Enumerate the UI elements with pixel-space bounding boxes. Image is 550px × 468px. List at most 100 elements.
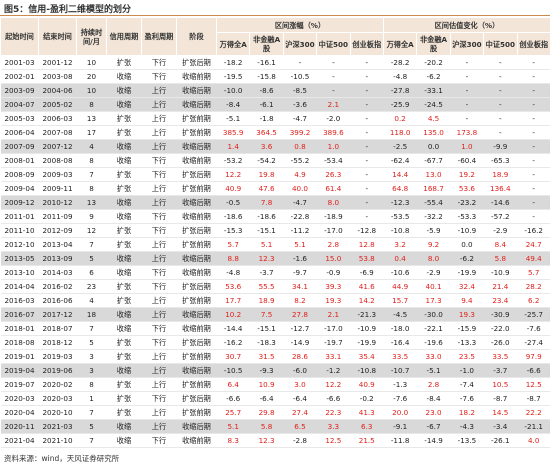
table-cell: 1.4 [216,139,250,154]
table-cell: - [350,209,384,224]
table-cell: -53.2 [216,153,250,168]
table-cell: 2007-12 [38,139,77,154]
table-cell: 26.3 [316,167,351,182]
table-cell: -6.6 [517,363,550,378]
table-cell: 2011-09 [38,209,77,224]
table-cell: 收缩 [106,153,142,168]
table-cell: 10.5 [483,377,518,392]
table-cell: 1.0 [316,139,351,154]
table-cell: 下行 [141,265,177,280]
table-cell: 下行 [141,209,177,224]
table-cell: 5.1 [216,419,250,434]
table-cell: -1.8 [249,111,284,126]
table-cell: 0.8 [283,139,317,154]
table-cell: - [350,83,384,98]
header-cell: 中证500 [316,32,351,56]
table-cell: 5 [76,251,107,266]
table-cell: - [517,153,550,168]
table-cell: 20 [76,69,107,84]
table-cell: -7.6 [517,321,550,336]
table-cell: -19.9 [450,265,484,280]
table-cell: - [350,125,384,140]
table-cell: 27.4 [283,405,317,420]
table-cell: 上行 [141,363,177,378]
table-cell: 2.8 [316,237,351,252]
table-cell: 33.0 [416,349,451,364]
table-cell: -67.7 [416,153,451,168]
table-cell: 2008-09 [0,167,39,182]
table-cell: 136.4 [483,181,518,196]
table-cell: 64.8 [383,181,417,196]
table-cell: 2004-07 [0,97,39,112]
header-cell: 创业板指 [516,32,550,56]
table-cell: -19.7 [316,335,351,350]
table-cell: 24.7 [517,237,550,252]
header-row: 起始时间 结束时间 持续时间/月 信用周期 盈利周期 阶段 区间涨幅（%） 区间估值变化（%） [0,17,550,56]
table-cell: 40.9 [216,181,250,196]
table-cell: 扩张后期 [176,167,217,182]
table-cell: -19.9 [350,335,384,350]
table-cell: 上行 [141,251,177,266]
table-cell: -26.1 [483,433,518,448]
table-cell: 2020-03 [0,391,39,406]
table-cell: 4 [76,139,107,154]
table-cell: 8.2 [283,293,317,308]
table-cell: -12.8 [350,223,384,238]
table-row: 2005-03 2006-03 13 扩张 上行 扩张前期 -5.1 -1.8 -4.7 -2.0… [0,111,550,126]
header-cell: 万得全A [215,32,251,56]
table-cell: 上行 [141,419,177,434]
table-cell: - [350,195,384,210]
table-cell: 18.9 [249,293,284,308]
table-cell: 2012-09 [38,223,77,238]
table-cell: -6.7 [416,419,451,434]
table-cell: -2.9 [416,265,451,280]
table-cell: -18.6 [216,209,250,224]
table-cell: 5.1 [249,237,284,252]
table-cell: 2013-05 [0,251,39,266]
table-cell: 2014-04 [0,279,39,294]
table-cell: -10.8 [350,363,384,378]
table-cell: -7.4 [450,377,484,392]
table-cell: 上行 [141,307,177,322]
table-cell: -5.1 [416,363,451,378]
table-cell: 33.1 [316,349,351,364]
table-cell: 2019-01 [0,349,39,364]
table-cell: 23 [76,279,107,294]
table-cell: -19.5 [216,69,250,84]
table-cell: - [517,111,550,126]
table-cell: 收缩后期 [176,363,217,378]
table-cell: 6.5 [283,419,317,434]
table-cell: 2004-06 [38,83,77,98]
table-cell: 7 [76,433,107,448]
table-cell: - [483,83,518,98]
table-cell: 10.9 [249,377,284,392]
table-cell: -16.1 [249,55,284,70]
table-cell: 2005-02 [38,97,77,112]
table-row: 2008-01 2008-08 8 收缩 下行 收缩前期 -53.2 -54.2 -55.2 -5… [0,153,550,168]
table-cell: 2019-06 [38,363,77,378]
table-cell: 25.7 [216,405,250,420]
table-cell: 收缩 [106,265,142,280]
table-cell: 7 [76,405,107,420]
table-cell: -57.2 [483,209,518,224]
table-cell: - [316,55,351,70]
table-row: 2019-04 2019-06 3 收缩 上行 收缩后期 -10.5 -9.3 -6.0 -1.2… [0,363,550,378]
table-cell: -23.2 [450,195,484,210]
table-row: 2016-07 2017-12 18 收缩 上行 收缩后期 10.2 7.5 27.8 2.1 -2… [0,307,550,322]
table-cell: 2.1 [316,97,351,112]
table-cell: 收缩后期 [176,195,217,210]
table-cell: 2.8 [416,377,451,392]
table-cell: 5.7 [216,237,250,252]
header-cell: 信用周期 [106,17,142,56]
header-cell: 万得全A [382,32,418,56]
table-cell: -6.4 [283,391,317,406]
table-cell: 收缩后期 [176,97,217,112]
table-cell: 5.8 [249,419,284,434]
table-row: 2011-01 2011-09 9 收缩 下行 收缩前期 -18.6 -18.6 -22.8 -1… [0,209,550,224]
table-cell: 收缩前期 [176,153,217,168]
table-cell: 10 [76,83,107,98]
table-cell: 扩张前期 [176,181,217,196]
table-cell: 40.1 [416,279,451,294]
table-cell: 扩张 [106,167,142,182]
